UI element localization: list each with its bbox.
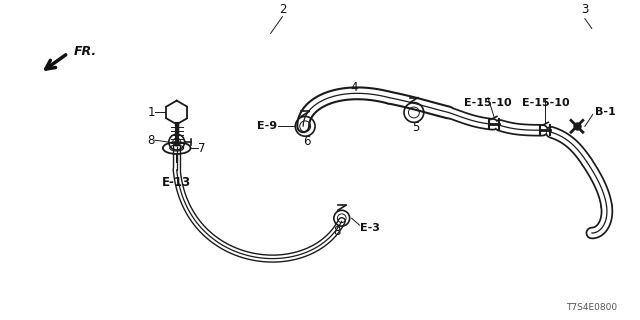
- Text: 7: 7: [198, 141, 206, 155]
- Text: 8: 8: [333, 225, 340, 238]
- Text: 4: 4: [351, 81, 358, 94]
- Text: 6: 6: [303, 135, 311, 148]
- Text: E-15-10: E-15-10: [464, 98, 512, 108]
- Text: FR.: FR.: [74, 45, 97, 58]
- Text: 3: 3: [581, 3, 589, 16]
- Text: B-1: B-1: [595, 108, 616, 117]
- Text: E-13: E-13: [162, 176, 191, 189]
- Text: E-9: E-9: [257, 121, 278, 131]
- Text: 8: 8: [148, 134, 155, 147]
- Text: E-3: E-3: [360, 223, 380, 233]
- Text: 5: 5: [412, 121, 420, 134]
- Text: E-15-10: E-15-10: [522, 98, 569, 108]
- Text: 2: 2: [278, 3, 286, 16]
- Text: 1: 1: [147, 106, 155, 119]
- Text: T7S4E0800: T7S4E0800: [566, 303, 618, 312]
